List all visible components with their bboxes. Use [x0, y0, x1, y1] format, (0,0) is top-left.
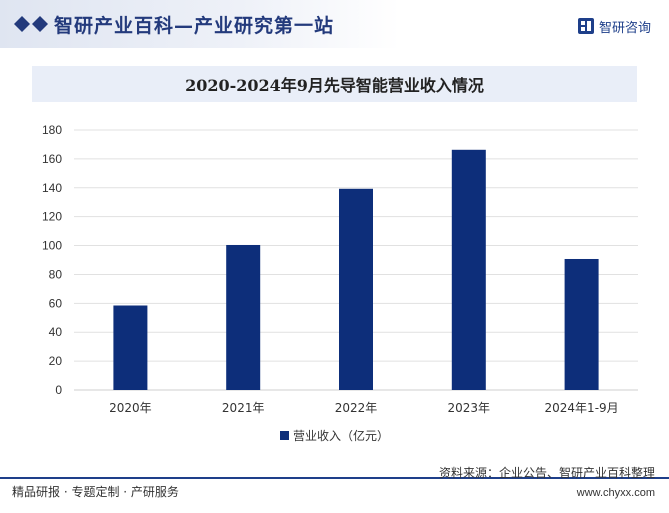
- legend: 营业收入（亿元）: [0, 427, 669, 443]
- y-tick-label: 120: [42, 210, 62, 224]
- y-tick-label: 140: [42, 181, 62, 195]
- chart-title-box: 2020-2024年9月先导智能营业收入情况: [32, 66, 637, 102]
- y-tick-label: 40: [49, 325, 63, 339]
- brand-logo-icon: [577, 18, 594, 34]
- bar: [451, 149, 486, 390]
- y-tick-label: 20: [49, 354, 63, 368]
- footer-tagline: 精品研报 · 专题定制 · 产研服务: [12, 485, 179, 499]
- y-tick-label: 100: [42, 239, 62, 253]
- legend-swatch: [279, 430, 289, 440]
- bar: [339, 188, 373, 390]
- x-tick-label: 2021年: [222, 401, 265, 415]
- brand-name: 智研咨询: [598, 20, 651, 36]
- bar-chart: 0 20 40 60 80 100 120 140 160 180 2020年 2021年 2022年 2…: [42, 123, 638, 415]
- bar: [226, 244, 261, 390]
- y-tick-label: 80: [49, 267, 63, 281]
- data-source: 资料来源：企业公告、智研产业百科整理: [438, 466, 655, 480]
- diamond-icon: [14, 16, 48, 32]
- header-banner: [0, 0, 400, 48]
- y-tick-label: 0: [55, 383, 62, 397]
- y-tick-label: 60: [49, 296, 63, 310]
- x-tick-label: 2020年: [109, 401, 152, 415]
- footer-divider: [0, 477, 669, 479]
- page-header: 智研产业百科—产业研究第一站 智研咨询: [0, 0, 669, 48]
- y-tick-label: 160: [42, 152, 62, 166]
- legend-label: 营业收入（亿元）: [292, 428, 389, 443]
- footer-credits: 资料来源：企业公告、智研产业百科整理 www.chyxx.com: [439, 464, 655, 499]
- x-tick-label: 2023年: [448, 401, 491, 415]
- bar: [564, 258, 599, 390]
- brand[interactable]: 智研咨询: [577, 17, 651, 36]
- chart-title: 2020-2024年9月先导智能营业收入情况: [185, 76, 484, 95]
- site-url[interactable]: www.chyxx.com: [576, 487, 655, 499]
- site-title: 智研产业百科—产业研究第一站: [54, 15, 335, 37]
- bar: [113, 305, 148, 390]
- y-tick-label: 180: [42, 123, 62, 137]
- x-tick-label: 2024年1-9月: [545, 401, 619, 415]
- x-tick-label: 2022年: [335, 401, 378, 415]
